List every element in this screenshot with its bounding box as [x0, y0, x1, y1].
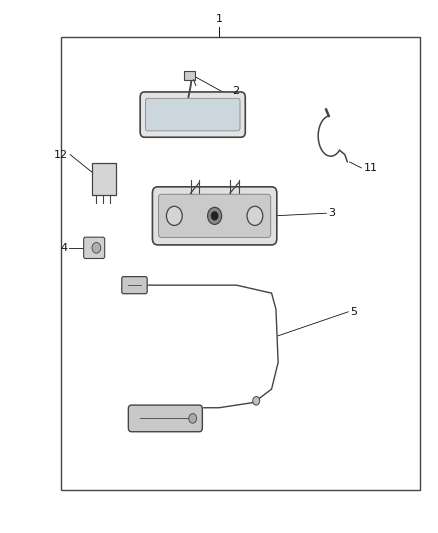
FancyBboxPatch shape [92, 163, 116, 195]
Text: 4: 4 [61, 243, 68, 253]
Text: 3: 3 [328, 208, 336, 218]
Circle shape [166, 206, 182, 225]
Text: 1: 1 [215, 14, 223, 24]
Bar [61, 37, 420, 490]
Text: 12: 12 [54, 150, 68, 159]
FancyBboxPatch shape [122, 277, 147, 294]
Text: 5: 5 [350, 307, 357, 317]
FancyBboxPatch shape [145, 98, 240, 131]
Circle shape [189, 414, 197, 423]
FancyBboxPatch shape [152, 187, 277, 245]
Circle shape [253, 397, 260, 405]
Text: 11: 11 [364, 163, 378, 173]
FancyBboxPatch shape [128, 405, 202, 432]
Circle shape [247, 206, 263, 225]
FancyBboxPatch shape [140, 92, 245, 137]
Circle shape [211, 212, 218, 220]
FancyBboxPatch shape [84, 237, 105, 259]
FancyBboxPatch shape [184, 71, 195, 79]
FancyBboxPatch shape [159, 195, 271, 238]
Circle shape [208, 207, 222, 224]
Circle shape [92, 243, 101, 253]
Text: 2: 2 [232, 86, 239, 96]
